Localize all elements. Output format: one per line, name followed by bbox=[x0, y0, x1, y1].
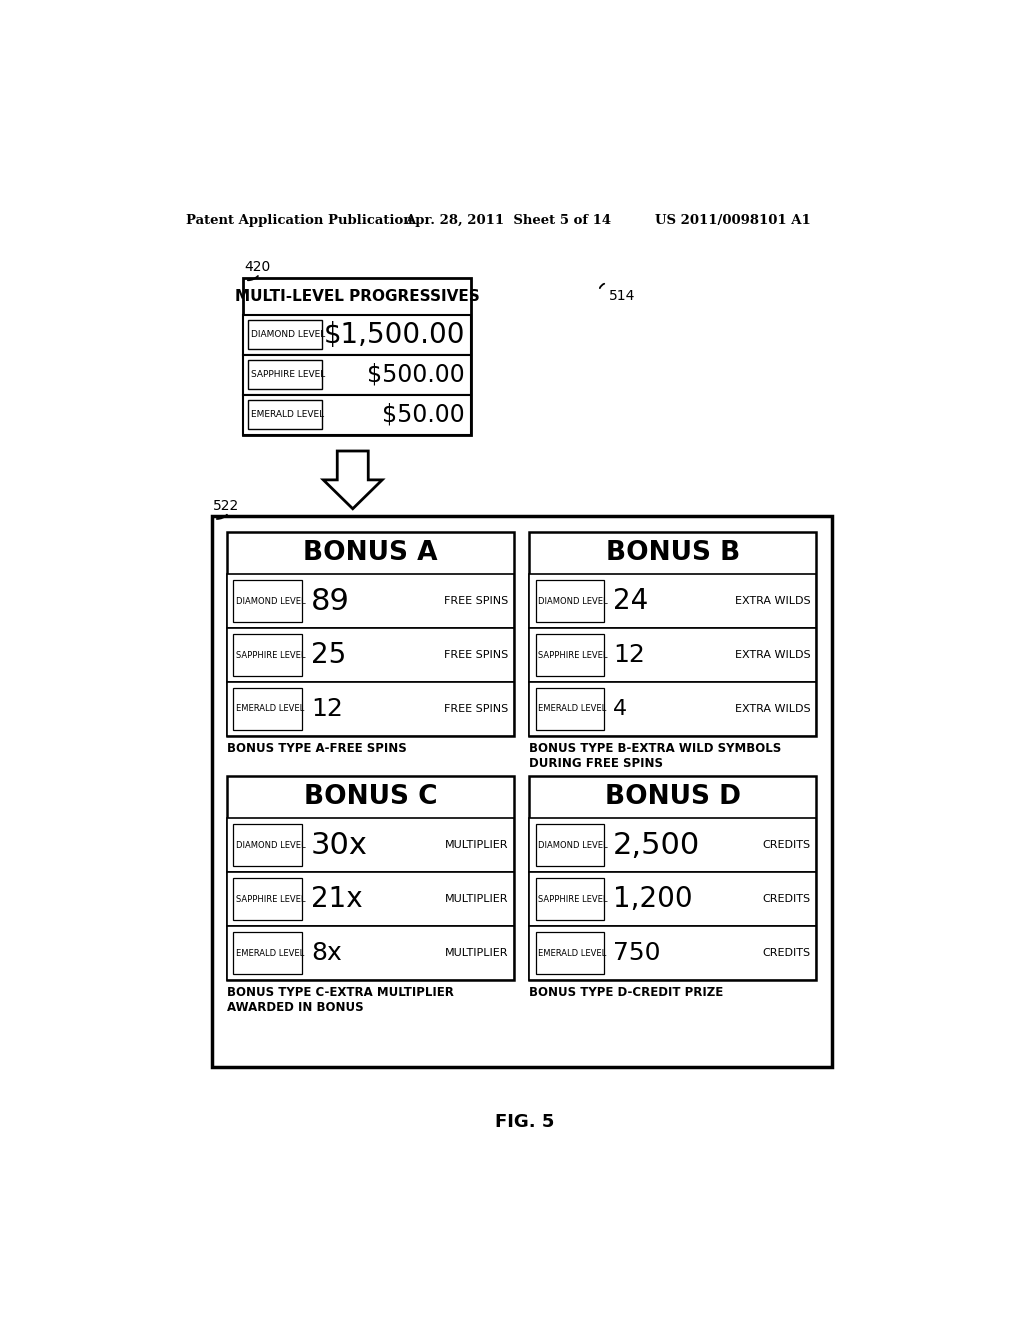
Text: BONUS B: BONUS B bbox=[606, 540, 740, 566]
Bar bbox=[529, 628, 816, 682]
Text: EMERALD LEVEL: EMERALD LEVEL bbox=[236, 949, 304, 957]
Text: SAPPHIRE LEVEL: SAPPHIRE LEVEL bbox=[251, 371, 326, 379]
Text: 12: 12 bbox=[613, 643, 645, 667]
Bar bbox=[248, 400, 322, 429]
Text: 4: 4 bbox=[613, 700, 628, 719]
Text: DIAMOND LEVEL: DIAMOND LEVEL bbox=[538, 597, 607, 606]
Bar bbox=[233, 581, 302, 622]
Text: EXTRA WILDS: EXTRA WILDS bbox=[735, 649, 811, 660]
Bar bbox=[233, 932, 302, 974]
Text: 24: 24 bbox=[613, 587, 648, 615]
Text: 420: 420 bbox=[245, 260, 270, 275]
Text: 12: 12 bbox=[311, 697, 343, 721]
Text: EXTRA WILDS: EXTRA WILDS bbox=[735, 597, 811, 606]
Text: FIG. 5: FIG. 5 bbox=[496, 1113, 554, 1131]
Bar bbox=[536, 635, 604, 676]
Text: $1,500.00: $1,500.00 bbox=[324, 321, 465, 348]
Text: EMERALD LEVEL: EMERALD LEVEL bbox=[538, 949, 606, 957]
Text: MULTIPLIER: MULTIPLIER bbox=[445, 841, 509, 850]
Text: BONUS TYPE C-EXTRA MULTIPLIER
AWARDED IN BONUS: BONUS TYPE C-EXTRA MULTIPLIER AWARDED IN… bbox=[227, 986, 454, 1014]
Bar bbox=[529, 776, 816, 979]
Text: Apr. 28, 2011  Sheet 5 of 14: Apr. 28, 2011 Sheet 5 of 14 bbox=[406, 214, 611, 227]
Text: DIAMOND LEVEL: DIAMOND LEVEL bbox=[251, 330, 326, 339]
Bar bbox=[243, 314, 471, 355]
Bar bbox=[233, 688, 302, 730]
Bar bbox=[227, 776, 514, 979]
Bar bbox=[227, 818, 514, 873]
Text: Patent Application Publication: Patent Application Publication bbox=[186, 214, 413, 227]
Text: 89: 89 bbox=[311, 586, 350, 615]
Bar bbox=[529, 873, 816, 927]
Text: MULTI-LEVEL PROGRESSIVES: MULTI-LEVEL PROGRESSIVES bbox=[234, 289, 479, 304]
Text: EMERALD LEVEL: EMERALD LEVEL bbox=[538, 705, 606, 713]
Text: DIAMOND LEVEL: DIAMOND LEVEL bbox=[236, 597, 305, 606]
Text: $50.00: $50.00 bbox=[382, 403, 465, 426]
Text: 2,500: 2,500 bbox=[613, 830, 700, 859]
Bar bbox=[227, 927, 514, 979]
Text: EMERALD LEVEL: EMERALD LEVEL bbox=[236, 705, 304, 713]
Bar bbox=[233, 825, 302, 866]
Bar bbox=[227, 628, 514, 682]
Bar bbox=[227, 574, 514, 628]
Text: 21x: 21x bbox=[311, 886, 362, 913]
Bar bbox=[536, 932, 604, 974]
Text: FREE SPINS: FREE SPINS bbox=[444, 704, 509, 714]
Text: FREE SPINS: FREE SPINS bbox=[444, 597, 509, 606]
Bar bbox=[529, 574, 816, 628]
Text: 8x: 8x bbox=[311, 941, 342, 965]
Text: 514: 514 bbox=[608, 289, 635, 304]
Bar bbox=[227, 682, 514, 737]
Text: EXTRA WILDS: EXTRA WILDS bbox=[735, 704, 811, 714]
Bar bbox=[529, 927, 816, 979]
Text: CREDITS: CREDITS bbox=[763, 841, 811, 850]
Polygon shape bbox=[324, 451, 382, 508]
Bar bbox=[248, 321, 322, 350]
Text: BONUS TYPE A-FREE SPINS: BONUS TYPE A-FREE SPINS bbox=[227, 742, 407, 755]
Text: MULTIPLIER: MULTIPLIER bbox=[445, 948, 509, 958]
Text: 750: 750 bbox=[613, 941, 660, 965]
Text: SAPPHIRE LEVEL: SAPPHIRE LEVEL bbox=[236, 895, 305, 904]
Text: EMERALD LEVEL: EMERALD LEVEL bbox=[251, 411, 325, 420]
Bar bbox=[536, 878, 604, 920]
Bar bbox=[536, 581, 604, 622]
Bar bbox=[243, 355, 471, 395]
Text: 25: 25 bbox=[311, 642, 346, 669]
Bar bbox=[529, 818, 816, 873]
Bar bbox=[529, 532, 816, 737]
Text: FREE SPINS: FREE SPINS bbox=[444, 649, 509, 660]
Bar bbox=[227, 532, 514, 737]
Bar bbox=[536, 825, 604, 866]
Bar bbox=[243, 395, 471, 434]
Bar bbox=[227, 873, 514, 927]
Text: CREDITS: CREDITS bbox=[763, 948, 811, 958]
Bar bbox=[233, 878, 302, 920]
Bar bbox=[243, 277, 471, 434]
Text: DIAMOND LEVEL: DIAMOND LEVEL bbox=[236, 841, 305, 850]
Text: 1,200: 1,200 bbox=[613, 886, 693, 913]
Text: SAPPHIRE LEVEL: SAPPHIRE LEVEL bbox=[236, 651, 305, 660]
Text: SAPPHIRE LEVEL: SAPPHIRE LEVEL bbox=[538, 651, 607, 660]
Text: US 2011/0098101 A1: US 2011/0098101 A1 bbox=[655, 214, 811, 227]
Bar bbox=[529, 682, 816, 737]
Text: MULTIPLIER: MULTIPLIER bbox=[445, 894, 509, 904]
Text: 522: 522 bbox=[213, 499, 240, 512]
Bar bbox=[233, 635, 302, 676]
Bar bbox=[212, 516, 831, 1067]
Text: BONUS A: BONUS A bbox=[303, 540, 438, 566]
Text: SAPPHIRE LEVEL: SAPPHIRE LEVEL bbox=[538, 895, 607, 904]
Text: 30x: 30x bbox=[311, 830, 368, 859]
Text: DIAMOND LEVEL: DIAMOND LEVEL bbox=[538, 841, 607, 850]
Text: BONUS TYPE D-CREDIT PRIZE: BONUS TYPE D-CREDIT PRIZE bbox=[529, 986, 724, 999]
Text: $500.00: $500.00 bbox=[368, 363, 465, 387]
Text: BONUS TYPE B-EXTRA WILD SYMBOLS
DURING FREE SPINS: BONUS TYPE B-EXTRA WILD SYMBOLS DURING F… bbox=[529, 742, 781, 770]
Text: BONUS D: BONUS D bbox=[605, 784, 740, 810]
Bar bbox=[248, 360, 322, 389]
Bar bbox=[536, 688, 604, 730]
Text: BONUS C: BONUS C bbox=[304, 784, 437, 810]
Text: CREDITS: CREDITS bbox=[763, 894, 811, 904]
